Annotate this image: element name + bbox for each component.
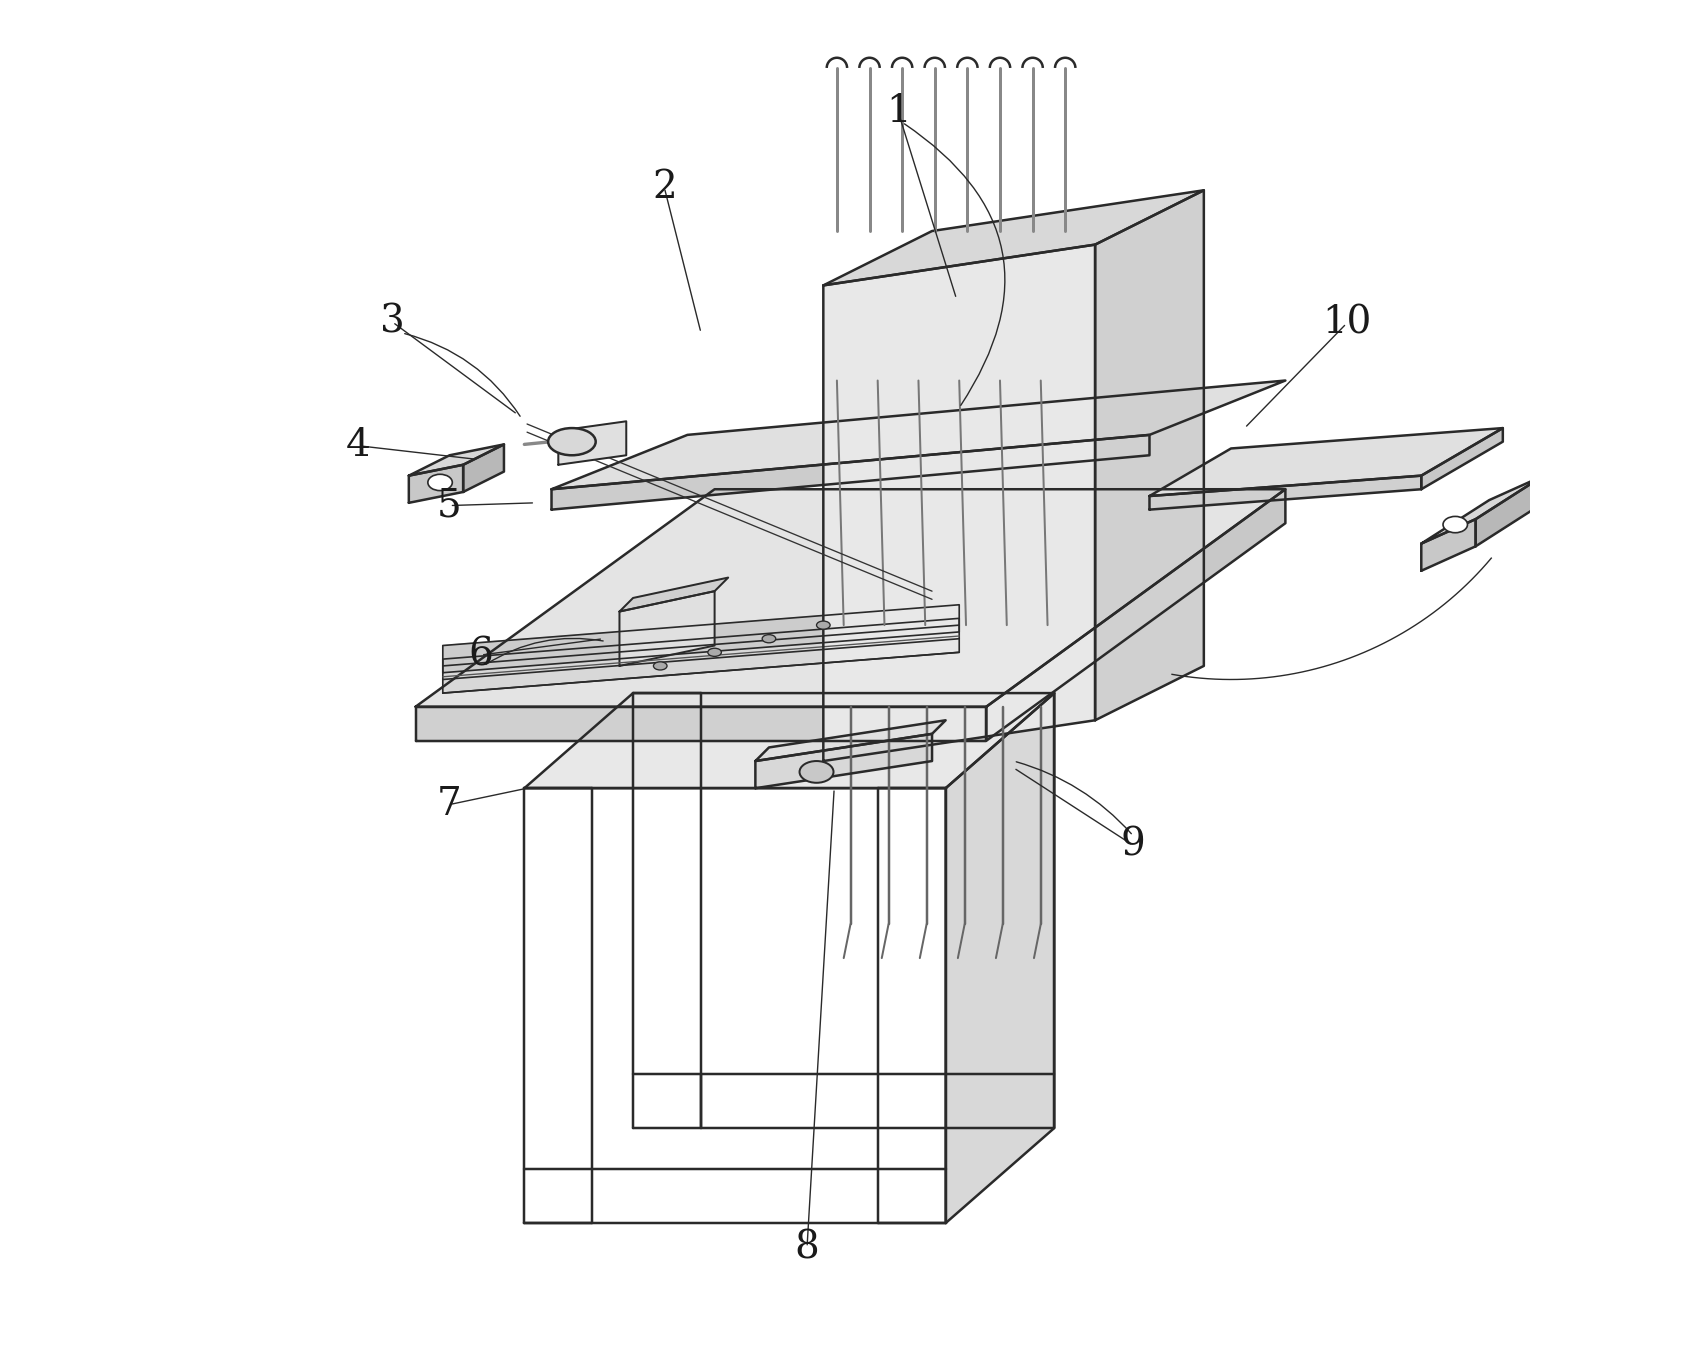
Text: 6: 6	[468, 636, 493, 674]
Polygon shape	[524, 693, 1055, 788]
Polygon shape	[408, 465, 463, 503]
Ellipse shape	[548, 428, 595, 455]
Polygon shape	[558, 421, 626, 465]
Polygon shape	[823, 245, 1095, 761]
Polygon shape	[755, 734, 932, 788]
Text: 10: 10	[1322, 304, 1371, 342]
Ellipse shape	[653, 662, 667, 670]
FancyArrowPatch shape	[405, 333, 521, 416]
Polygon shape	[415, 489, 1286, 707]
Text: 8: 8	[794, 1229, 820, 1267]
Polygon shape	[551, 435, 1150, 510]
Polygon shape	[463, 444, 503, 492]
FancyArrowPatch shape	[905, 124, 1005, 405]
Polygon shape	[755, 720, 946, 761]
Ellipse shape	[1442, 516, 1468, 533]
Text: 1: 1	[886, 92, 910, 130]
Text: 7: 7	[437, 786, 463, 824]
Polygon shape	[946, 693, 1055, 1223]
Polygon shape	[619, 591, 714, 666]
Ellipse shape	[762, 635, 776, 643]
Text: 4: 4	[345, 427, 371, 465]
Polygon shape	[823, 190, 1204, 285]
Ellipse shape	[799, 761, 833, 783]
Polygon shape	[1422, 428, 1502, 489]
Text: 3: 3	[379, 303, 405, 341]
FancyArrowPatch shape	[486, 639, 604, 665]
Text: 5: 5	[437, 487, 463, 525]
Ellipse shape	[708, 648, 721, 656]
Polygon shape	[619, 578, 728, 612]
Polygon shape	[551, 381, 1286, 489]
Polygon shape	[1150, 428, 1502, 496]
Polygon shape	[1476, 476, 1543, 546]
Text: 2: 2	[651, 169, 677, 207]
FancyArrowPatch shape	[1015, 762, 1131, 833]
Polygon shape	[442, 605, 959, 673]
Polygon shape	[1422, 519, 1476, 571]
Ellipse shape	[816, 621, 830, 629]
Polygon shape	[442, 618, 959, 693]
Ellipse shape	[429, 474, 452, 491]
Polygon shape	[408, 444, 503, 476]
Polygon shape	[987, 489, 1286, 741]
Polygon shape	[1150, 476, 1422, 510]
Text: 9: 9	[1121, 826, 1145, 864]
Polygon shape	[1095, 190, 1204, 720]
Polygon shape	[1422, 476, 1543, 544]
Polygon shape	[415, 707, 987, 741]
